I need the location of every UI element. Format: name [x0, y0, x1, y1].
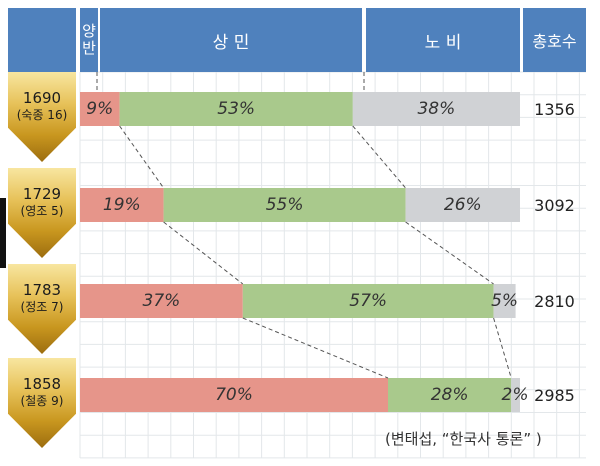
data-label: 37% — [142, 291, 181, 311]
bar-sangmin — [119, 92, 353, 126]
bar-sangmin — [388, 378, 512, 412]
total-households-value: 1356 — [534, 100, 575, 119]
data-label: 70% — [215, 385, 253, 405]
year-label: 1858 (철종 9) — [8, 376, 76, 409]
data-label: 9% — [86, 99, 114, 119]
header-sangmin-label: 상 민 — [212, 32, 250, 53]
connector-line — [119, 125, 165, 189]
king-reign-text: (숙종 16) — [16, 108, 68, 122]
bar-nobi — [511, 378, 520, 412]
year-text: 1858 — [22, 375, 62, 393]
year-text: 1729 — [22, 185, 62, 203]
data-label: 26% — [443, 195, 482, 215]
header-nobi: 노 비 — [366, 8, 520, 72]
source-note: (변태섭, “한국사 통론” ) — [385, 430, 542, 448]
connector-line — [493, 317, 512, 379]
data-label: 19% — [102, 195, 141, 215]
header-corner — [8, 8, 76, 72]
year-text: 1690 — [22, 89, 62, 107]
bar-nobi — [493, 284, 516, 318]
header-yangban: 양 반 — [80, 8, 98, 72]
bar-sangmin — [163, 188, 406, 222]
connector-line — [163, 221, 244, 285]
bar-yangban — [80, 378, 388, 412]
year-label: 1783 (정조 7) — [8, 282, 76, 315]
total-households-value: 3092 — [534, 196, 575, 215]
header-total-label: 총호수 — [532, 32, 577, 51]
data-label: 28% — [430, 385, 469, 405]
year-label: 1690 (숙종 16) — [8, 90, 76, 123]
bar-nobi — [352, 92, 520, 126]
data-label: 38% — [417, 99, 456, 119]
connector-line — [405, 221, 494, 285]
bar-yangban — [80, 92, 120, 126]
year-text: 1783 — [22, 281, 62, 299]
header-sangmin: 상 민 — [100, 8, 362, 72]
king-reign-text: (정조 7) — [20, 300, 64, 314]
king-reign-text: (철종 9) — [20, 394, 64, 408]
data-label: 5% — [491, 291, 519, 311]
king-reign-text: (영조 5) — [20, 204, 64, 218]
edge-tab — [0, 198, 6, 268]
total-households-value: 2810 — [534, 292, 575, 311]
header-nobi-label: 노 비 — [424, 32, 462, 53]
year-label: 1729 (영조 5) — [8, 186, 76, 219]
bar-yangban — [80, 284, 243, 318]
data-label: 53% — [217, 99, 256, 119]
data-label: 57% — [349, 291, 388, 311]
connector-line — [242, 317, 389, 379]
header-total: 총호수 — [523, 8, 586, 72]
bar-nobi — [405, 188, 520, 222]
data-label: 55% — [265, 195, 304, 215]
total-households-value: 2985 — [534, 386, 575, 405]
bar-yangban — [80, 188, 164, 222]
bar-sangmin — [242, 284, 494, 318]
header-yangban-label: 양 반 — [82, 22, 96, 57]
data-label: 2% — [501, 385, 529, 405]
